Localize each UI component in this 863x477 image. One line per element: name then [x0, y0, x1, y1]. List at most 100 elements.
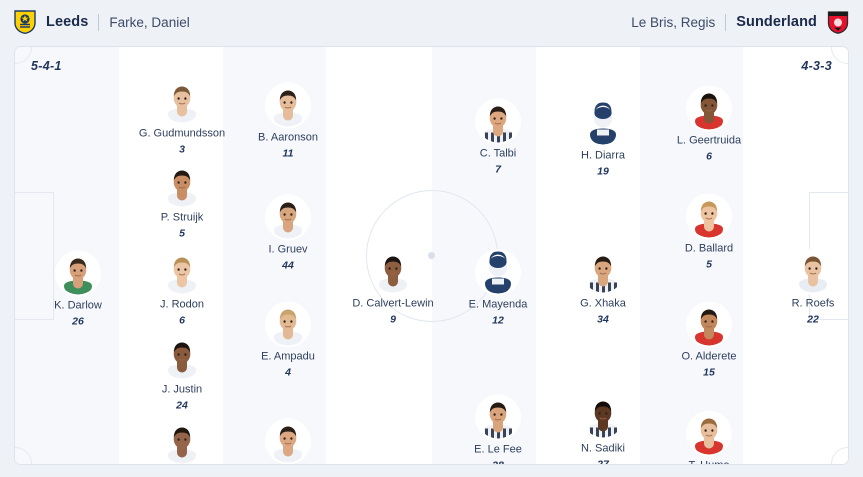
player-name: O. Alderete: [681, 350, 737, 363]
player-card[interactable]: I. Gruev 44: [240, 196, 336, 272]
center-spot: [428, 252, 435, 259]
player-name: D. Ballard: [684, 242, 734, 255]
player-name: G. Xhaka: [580, 297, 626, 310]
player-number: 24: [176, 399, 188, 412]
player-avatar[interactable]: [582, 102, 624, 145]
leeds-united-crest-icon: [14, 10, 36, 35]
player-card[interactable]: G. Xhaka 34: [555, 250, 651, 326]
player-avatar[interactable]: [582, 250, 624, 293]
player-card[interactable]: L. Geertruida 6: [661, 87, 757, 163]
player-avatar[interactable]: [267, 196, 309, 239]
player-name: R. Roefs: [791, 297, 835, 310]
player-name: E. Ampadu: [261, 350, 315, 363]
player-card[interactable]: C. Talbi 7: [450, 100, 546, 176]
player-name: G. Gudmundsson: [138, 127, 226, 140]
player-name: E. Le Fee: [474, 443, 522, 456]
sunderland-crest-icon: [827, 10, 849, 34]
player-avatar[interactable]: [477, 100, 519, 143]
player-card[interactable]: B. Aaronson 11: [240, 84, 336, 160]
player-name: P. Struijk: [160, 211, 204, 224]
player-card[interactable]: P. Struijk 5: [134, 164, 230, 240]
player-avatar[interactable]: [688, 87, 730, 130]
player-name: H. Diarra: [580, 149, 625, 162]
player-avatar[interactable]: [688, 303, 730, 346]
away-divider: [725, 13, 727, 31]
player-card[interactable]: E. Mayenda 12: [450, 251, 546, 327]
player-name: J. Justin: [161, 383, 203, 396]
away-team-name: Sunderland: [736, 14, 817, 30]
player-number: 22: [807, 313, 819, 326]
player-avatar[interactable]: [688, 195, 730, 238]
player-number: 34: [597, 313, 609, 326]
home-divider: [98, 13, 100, 31]
player-number: 26: [72, 315, 84, 328]
away-coach-name: Le Bris, Regis: [631, 14, 716, 30]
player-card[interactable]: J. Justin 24: [134, 336, 230, 412]
player-avatar[interactable]: [161, 421, 203, 464]
penalty-box-left: [15, 191, 54, 320]
player-card[interactable]: H. Diarra 19: [555, 102, 651, 178]
player-name: B. Aaronson: [258, 131, 318, 144]
away-team-block[interactable]: Le Bris, Regis Sunderland: [631, 10, 849, 34]
player-card[interactable]: G. Gudmundsson 3: [134, 80, 230, 156]
player-avatar[interactable]: [161, 336, 203, 379]
player-avatar[interactable]: [688, 412, 730, 455]
home-team-block[interactable]: Leeds Farke, Daniel: [14, 10, 190, 35]
player-avatar[interactable]: [267, 420, 309, 463]
player-number: 6: [706, 150, 712, 163]
player-card[interactable]: E. Le Fee 28: [450, 396, 546, 465]
player-card[interactable]: E. Ampadu 4: [240, 303, 336, 379]
player-avatar[interactable]: [582, 395, 624, 438]
player-card[interactable]: D. Calvert-Lewin 9: [345, 250, 441, 326]
player-avatar[interactable]: [161, 80, 203, 123]
away-formation-label: 4-3-3: [801, 59, 832, 73]
player-card[interactable]: K. Darlow 26: [30, 252, 126, 328]
player-name: D. Calvert-Lewin: [352, 297, 434, 310]
home-team-name: Leeds: [46, 14, 89, 30]
player-name: K. Darlow: [54, 299, 102, 312]
player-avatar[interactable]: [57, 252, 99, 295]
player-card[interactable]: J. Rodon 6: [134, 251, 230, 327]
player-number: 7: [495, 163, 501, 176]
player-avatar[interactable]: [477, 251, 519, 294]
player-card[interactable]: O. Alderete 15: [661, 303, 757, 379]
player-avatar[interactable]: [792, 250, 834, 293]
player-number: 3: [179, 143, 185, 156]
player-number: 4: [285, 366, 291, 379]
player-card[interactable]: J. Bogle2: [134, 421, 230, 465]
player-name: T. Hume: [661, 460, 757, 465]
player-number: 19: [597, 165, 609, 178]
player-number: 5: [179, 227, 185, 240]
player-name: I. Gruev: [268, 243, 308, 256]
player-card[interactable]: T. Hume32: [661, 412, 757, 465]
player-name: N. Sadiki: [580, 442, 626, 455]
player-name: C. Talbi: [479, 147, 517, 160]
home-formation-label: 5-4-1: [31, 59, 62, 73]
player-avatar[interactable]: [161, 251, 203, 294]
player-avatar[interactable]: [477, 396, 519, 439]
match-header: Leeds Farke, Daniel Le Bris, Regis Sunde…: [0, 0, 863, 44]
player-number: 28: [450, 460, 546, 465]
player-card[interactable]: N. Sadiki 27: [555, 395, 651, 465]
player-number: 9: [390, 313, 396, 326]
player-number: 11: [282, 147, 294, 160]
player-name: L. Geertruida: [676, 134, 742, 147]
player-avatar[interactable]: [267, 303, 309, 346]
pitch: 5-4-1 4-3-3 K. Darlow 26 G. Gudmundsson 3 P.…: [14, 46, 849, 465]
player-number: 6: [179, 314, 185, 327]
player-card[interactable]: A. Stach18: [240, 420, 336, 465]
player-card[interactable]: R. Roefs 22: [765, 250, 848, 326]
player-number: 15: [703, 366, 715, 379]
player-card[interactable]: D. Ballard 5: [661, 195, 757, 271]
player-avatar[interactable]: [372, 250, 414, 293]
player-avatar[interactable]: [161, 164, 203, 207]
player-number: 12: [492, 314, 504, 327]
home-coach-name: Farke, Daniel: [109, 14, 190, 30]
player-number: 5: [706, 258, 712, 271]
player-avatar[interactable]: [267, 84, 309, 127]
player-number: 44: [282, 259, 294, 272]
player-name: J. Rodon: [159, 298, 205, 311]
player-number: 27: [597, 458, 609, 465]
player-name: E. Mayenda: [468, 298, 528, 311]
